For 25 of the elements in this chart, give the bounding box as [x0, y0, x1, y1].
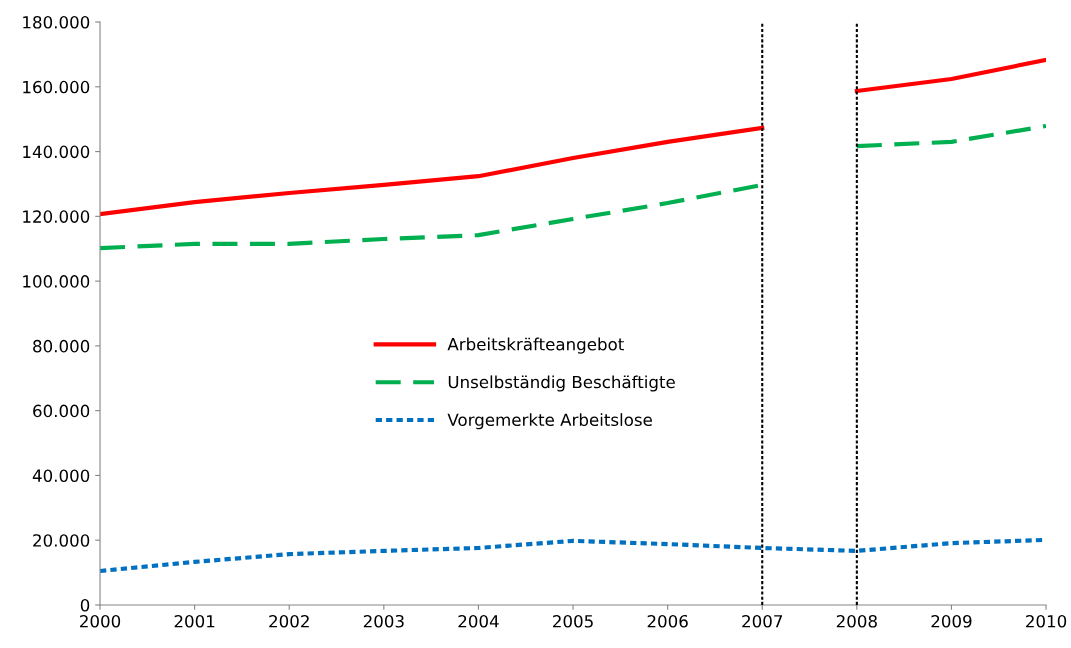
x-tick-label: 2000: [80, 614, 121, 628]
y-tick-label: 80.000: [33, 339, 90, 353]
y-tick-label: 40.000: [32, 469, 90, 482]
y-tick-label: 160.000: [23, 80, 90, 94]
x-tick-label: 2007: [742, 614, 783, 628]
x-tick-label: 2003: [363, 614, 404, 628]
y-tick-label: 180.000: [23, 15, 90, 29]
legend-label: Arbeitskräfteangebot: [447, 337, 624, 354]
y-tick-label: 0: [80, 598, 90, 612]
y-tick-label: 120.000: [23, 210, 90, 223]
y-tick-label: 60.000: [33, 404, 90, 418]
y-tick-label: 20.000: [33, 534, 90, 547]
line-series: [100, 125, 765, 217]
x-tick-label: 2002: [269, 614, 309, 628]
y-tick-label: 100.000: [23, 275, 90, 288]
x-tick-label: 2008: [836, 614, 877, 628]
x-tick-label: 2001: [174, 614, 215, 628]
x-tick-label: 2004: [458, 614, 499, 628]
x-tick-label: 2010: [1026, 614, 1067, 628]
x-tick-label: 2009: [931, 614, 972, 628]
legend-label: Unselbständig Beschäftigte: [448, 375, 675, 392]
x-tick-label: 2006: [647, 614, 688, 628]
legend-label: Vorgemerkte Arbeitslose: [447, 413, 652, 430]
x-tick-label: 2005: [553, 614, 593, 628]
y-tick-label: 140.000: [23, 145, 90, 159]
